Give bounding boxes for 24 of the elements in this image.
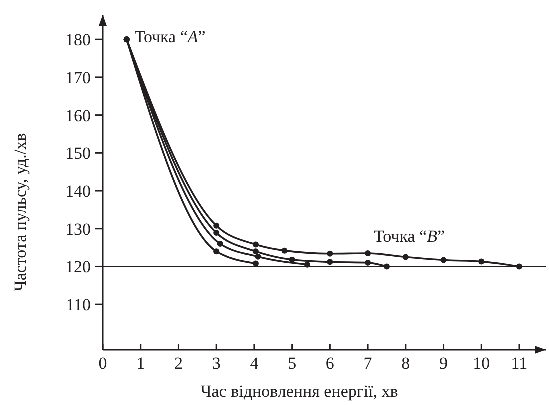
y-axis-title: Частота пульсу, уд./хв bbox=[11, 133, 30, 292]
annotation: Точка “B” bbox=[374, 227, 445, 246]
y-tick-label: 180 bbox=[66, 30, 91, 50]
x-axis-title: Час відновлення енергії, хв bbox=[200, 382, 398, 401]
y-tick-label: 160 bbox=[66, 106, 91, 126]
x-tick-label: 10 bbox=[473, 354, 490, 373]
x-tick-label: 4 bbox=[250, 354, 260, 373]
annotation: Точка “A” bbox=[134, 28, 206, 47]
y-tick-label: 150 bbox=[66, 144, 91, 164]
y-tick-label: 110 bbox=[66, 296, 91, 315]
y-tick-label: 120 bbox=[66, 258, 91, 277]
x-tick-label: 1 bbox=[136, 354, 146, 373]
x-tick-label: 11 bbox=[511, 354, 528, 373]
x-tick-label: 5 bbox=[288, 354, 297, 373]
x-tick-label: 2 bbox=[174, 354, 183, 373]
y-tick-label: 130 bbox=[66, 220, 91, 239]
x-tick-label: 6 bbox=[326, 354, 334, 373]
y-tick-label: 140 bbox=[66, 182, 91, 201]
x-tick-label: 0 bbox=[98, 354, 108, 373]
x-tick-label: 8 bbox=[402, 354, 410, 373]
y-tick-label: 170 bbox=[66, 68, 91, 88]
x-tick-label: 3 bbox=[212, 354, 221, 373]
x-tick-label: 9 bbox=[440, 354, 448, 373]
x-tick-label: 7 bbox=[364, 354, 373, 373]
